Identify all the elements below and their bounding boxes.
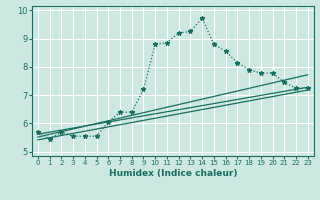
X-axis label: Humidex (Indice chaleur): Humidex (Indice chaleur) [108, 169, 237, 178]
